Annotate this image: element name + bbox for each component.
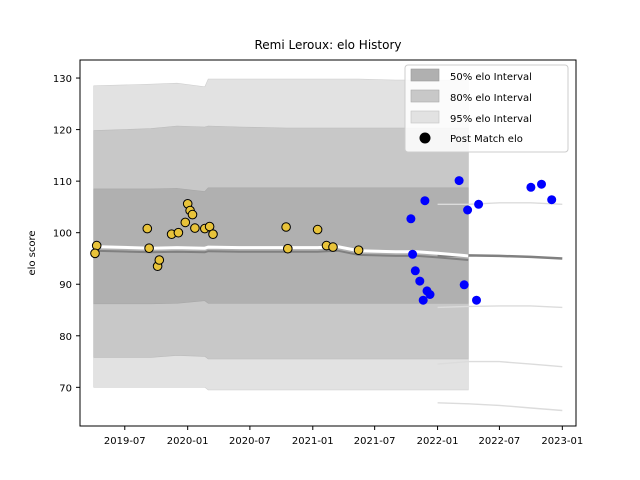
match-point-late-8 — [454, 176, 464, 186]
y-tick-label-1: 80 — [59, 332, 72, 343]
match-point-late-7 — [425, 290, 435, 299]
match-point-early-2 — [142, 223, 153, 234]
match-point-late-5 — [420, 196, 430, 206]
chart-title: Remi Leroux: elo History — [254, 38, 401, 52]
match-point-early-14 — [204, 221, 215, 232]
match-point-early-1 — [90, 248, 100, 259]
legend: 50% elo Interval 80% elo Interval 95% el… — [404, 64, 569, 153]
match-point-late-14 — [537, 179, 546, 189]
axes: 2019-07 2020-01 2020-07 2021-01 2021-07 2022-… — [53, 74, 583, 447]
y-tick-label-3: 100 — [53, 229, 72, 240]
interval-bands — [93, 78, 563, 412]
y-tick-label-6: 130 — [53, 74, 72, 85]
y-tick-label-5: 120 — [53, 126, 72, 137]
legend-marker-match — [419, 132, 431, 144]
y-tick-label-0: 70 — [59, 383, 72, 394]
legend-label-50: 50% elo Interval — [450, 72, 532, 83]
y-axis-label: elo score — [27, 230, 38, 275]
band-50 — [93, 187, 469, 305]
match-point-early-15 — [208, 229, 218, 239]
match-point-late-12 — [474, 199, 484, 209]
x-tick-label-4: 2021-07 — [354, 436, 396, 447]
match-point-early-3 — [144, 243, 154, 253]
trailing-bound-low80 — [437, 360, 563, 368]
x-tick-label-3: 2021-01 — [292, 436, 334, 447]
trailing-bound-lower — [437, 305, 563, 309]
legend-label-95: 95% elo Interval — [450, 114, 532, 125]
match-point-late-2 — [410, 266, 420, 276]
x-tick-label-0: 2019-07 — [104, 436, 146, 447]
x-tick-label-1: 2020-01 — [167, 436, 209, 447]
match-point-late-0 — [406, 214, 416, 224]
legend-box — [404, 64, 569, 153]
match-point-early-8 — [180, 217, 191, 228]
x-tick-label-7: 2023-01 — [541, 436, 583, 447]
match-point-late-13 — [526, 182, 536, 192]
match-point-late-9 — [459, 280, 469, 290]
match-point-early-16 — [281, 222, 291, 232]
y-tick-label-2: 90 — [59, 280, 72, 291]
match-point-late-11 — [472, 295, 481, 305]
trailing-bound-low95 — [437, 402, 563, 412]
match-point-late-1 — [408, 249, 418, 259]
x-tick-label-2: 2020-07 — [229, 436, 271, 447]
y-tick-label-4: 110 — [53, 177, 72, 188]
match-point-early-11 — [187, 209, 198, 220]
legend-label-match: Post Match elo — [450, 134, 523, 145]
match-point-late-15 — [547, 195, 557, 205]
match-point-late-4 — [418, 295, 428, 305]
match-points — [90, 176, 557, 305]
legend-swatch-80 — [410, 89, 440, 103]
match-point-early-20 — [328, 242, 338, 252]
legend-swatch-50 — [410, 68, 440, 82]
match-point-early-12 — [190, 223, 200, 233]
plot-frame — [79, 59, 577, 427]
trailing-bound-upper — [437, 202, 563, 206]
match-point-early-7 — [173, 227, 184, 238]
match-point-early-21 — [353, 245, 364, 255]
x-tick-label-5: 2022-01 — [417, 436, 459, 447]
x-tick-label-6: 2022-07 — [479, 436, 521, 447]
match-point-late-3 — [415, 276, 425, 286]
match-point-early-17 — [283, 243, 293, 254]
match-point-early-18 — [312, 224, 323, 235]
match-point-early-5 — [154, 255, 165, 265]
legend-label-80: 80% elo Interval — [450, 93, 532, 104]
legend-swatch-95 — [410, 110, 440, 124]
match-point-late-10 — [463, 205, 473, 215]
match-point-early-0 — [91, 240, 102, 251]
